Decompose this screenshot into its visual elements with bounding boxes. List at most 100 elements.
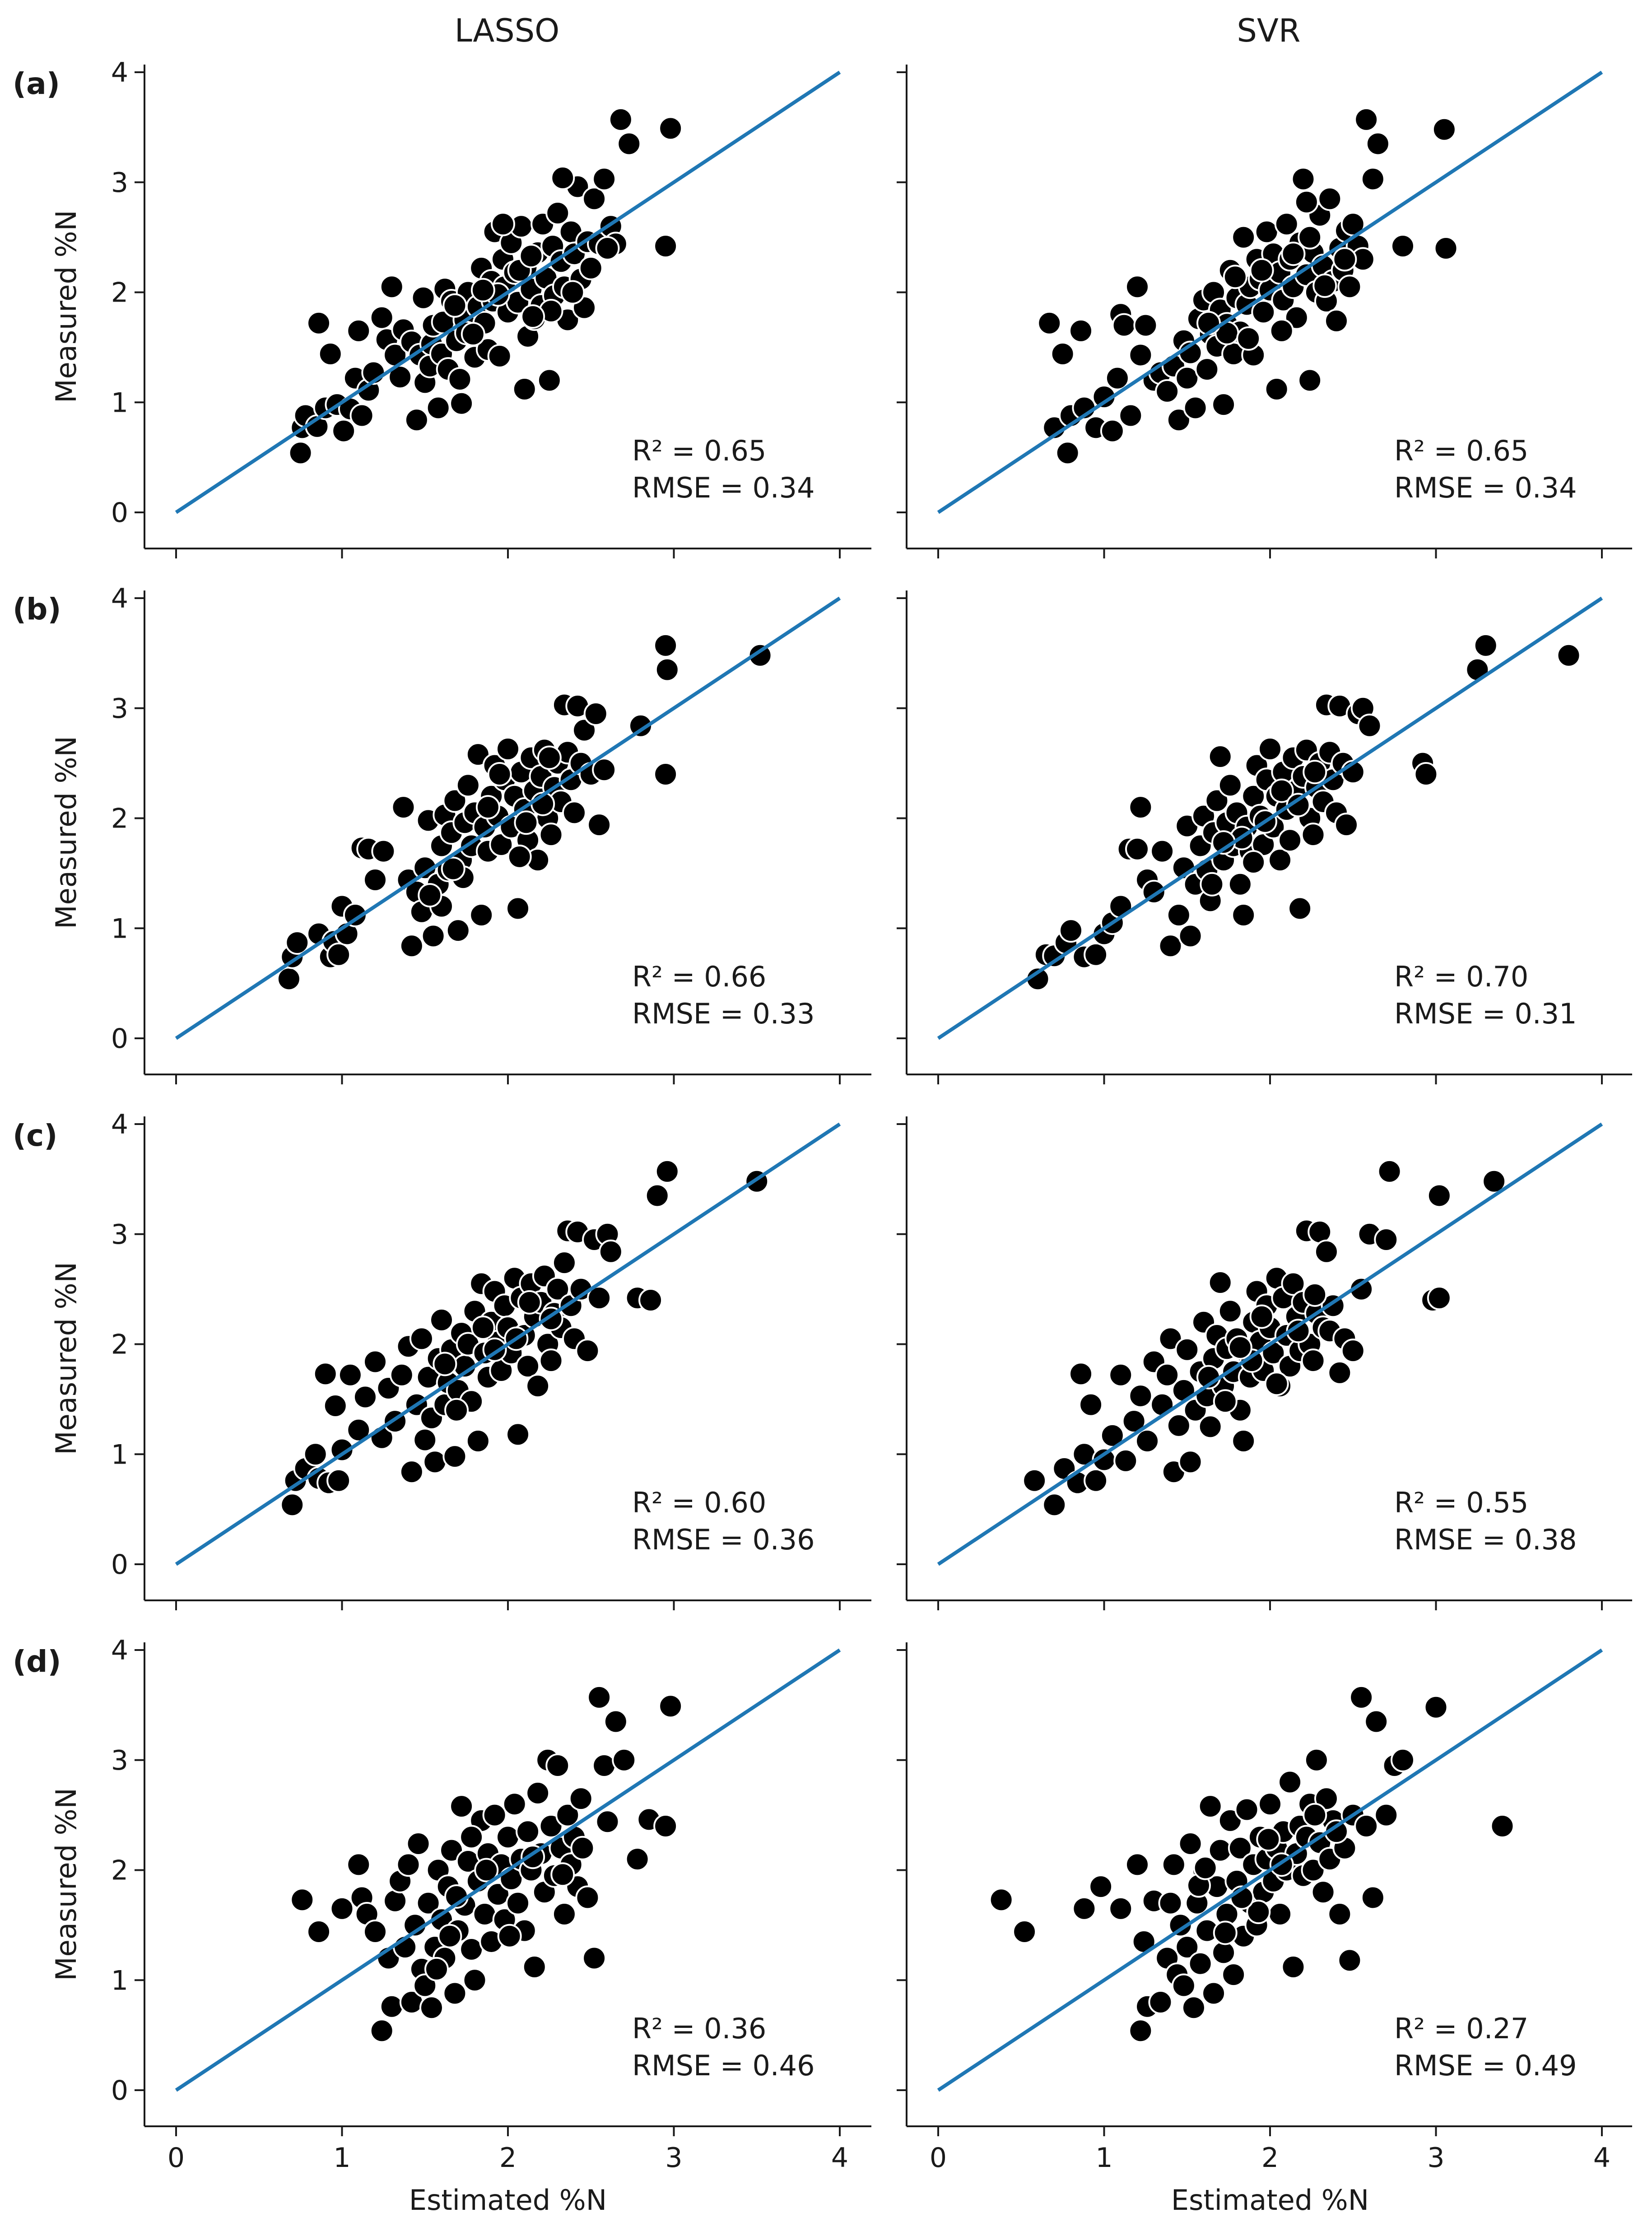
- data-point: [1314, 1786, 1339, 1811]
- data-point: [461, 322, 485, 347]
- y-tick-label: 4: [111, 583, 128, 614]
- data-point: [447, 367, 472, 392]
- data-point: [1022, 1468, 1047, 1493]
- data-point: [552, 1250, 577, 1275]
- data-point: [1195, 357, 1219, 382]
- data-point: [441, 856, 465, 881]
- data-point: [595, 236, 620, 260]
- data-point: [1108, 1896, 1133, 1921]
- data-point: [550, 166, 575, 190]
- data-point: [516, 1819, 540, 1844]
- x-tick-label: 4: [831, 2142, 848, 2174]
- data-point: [1178, 1832, 1203, 1856]
- data-point: [399, 934, 424, 958]
- data-point: [469, 903, 494, 927]
- y-tick-label: 2: [111, 277, 128, 309]
- data-point: [1236, 326, 1261, 351]
- data-point: [1268, 848, 1293, 873]
- data-point: [1181, 1995, 1206, 2020]
- data-point: [592, 1753, 617, 1778]
- data-point: [285, 930, 310, 955]
- data-point: [545, 1753, 570, 1778]
- r2-annotation: R² = 0.60: [632, 1486, 766, 1519]
- data-point: [1218, 773, 1242, 798]
- data-point: [1108, 1362, 1133, 1387]
- r2-annotation: R² = 0.36: [632, 2012, 766, 2045]
- data-point: [1221, 1962, 1246, 1987]
- data-point: [526, 1780, 550, 1805]
- data-point: [475, 795, 500, 820]
- y-tick-label: 3: [111, 1219, 128, 1250]
- data-point: [446, 918, 470, 943]
- data-point: [1278, 1770, 1303, 1794]
- data-point: [1113, 1448, 1138, 1473]
- data-point: [552, 1902, 577, 1926]
- data-point: [288, 441, 313, 465]
- data-point: [391, 795, 416, 820]
- data-point: [411, 285, 436, 310]
- y-tick-label: 3: [111, 167, 128, 199]
- data-point: [1424, 1695, 1448, 1720]
- x-axis-label: Estimated %N: [409, 2184, 607, 2217]
- data-point: [303, 1442, 328, 1467]
- scatter-points: [276, 633, 772, 991]
- data-point: [516, 1354, 540, 1379]
- data-point: [583, 701, 608, 726]
- data-point: [1556, 643, 1581, 668]
- data-point: [625, 1847, 650, 1872]
- data-point: [587, 1685, 612, 1710]
- data-point: [389, 1362, 414, 1387]
- reference-line: [937, 70, 1603, 514]
- data-point: [1213, 1920, 1238, 1945]
- data-point: [1234, 1797, 1259, 1822]
- data-point: [645, 1183, 670, 1208]
- data-point: [1201, 1981, 1226, 2006]
- data-point: [545, 201, 570, 225]
- data-point: [338, 1362, 363, 1387]
- data-point: [628, 713, 653, 738]
- data-point: [1218, 1808, 1242, 1833]
- data-point: [349, 403, 374, 428]
- data-point: [280, 1492, 305, 1517]
- data-point: [1079, 1392, 1103, 1417]
- data-point: [1128, 343, 1153, 367]
- data-point: [1427, 1286, 1452, 1311]
- data-point: [326, 1468, 351, 1493]
- data-point: [330, 1896, 354, 1921]
- data-point: [1278, 828, 1303, 853]
- data-point: [1148, 1990, 1173, 2014]
- y-tick-label: 4: [111, 1109, 128, 1140]
- x-tick-label: 3: [1427, 2142, 1444, 2174]
- data-point: [1303, 760, 1327, 785]
- data-point: [1166, 1413, 1191, 1438]
- data-point: [313, 1362, 338, 1386]
- y-axis-label: Measured %N: [50, 1262, 83, 1455]
- data-point: [470, 278, 495, 302]
- x-tick-label: 0: [168, 2142, 185, 2174]
- data-point: [379, 1994, 404, 2019]
- data-point: [1228, 1335, 1252, 1360]
- data-point: [1188, 1951, 1213, 1976]
- data-point: [570, 1836, 595, 1860]
- data-point: [416, 1891, 441, 1915]
- row-label-d: (d): [13, 1644, 61, 1679]
- data-point: [429, 1307, 454, 1332]
- data-point: [413, 1427, 437, 1452]
- data-point: [612, 1748, 637, 1772]
- data-point: [1112, 313, 1136, 338]
- column-title-svr: SVR: [1237, 12, 1301, 49]
- panel-c-svr: R² = 0.55 RMSE = 0.38: [897, 1116, 1632, 1610]
- data-point: [1228, 1836, 1252, 1860]
- y-tick-label: 3: [111, 1745, 128, 1776]
- reference-line: [937, 1648, 1603, 2092]
- data-point: [578, 256, 603, 280]
- data-point: [1374, 1803, 1399, 1827]
- data-point: [1069, 1362, 1094, 1386]
- data-point: [655, 657, 679, 682]
- data-point: [562, 800, 586, 825]
- data-point: [1324, 308, 1349, 333]
- data-point: [1183, 395, 1208, 420]
- data-point: [582, 1946, 607, 1971]
- data-point: [371, 839, 396, 864]
